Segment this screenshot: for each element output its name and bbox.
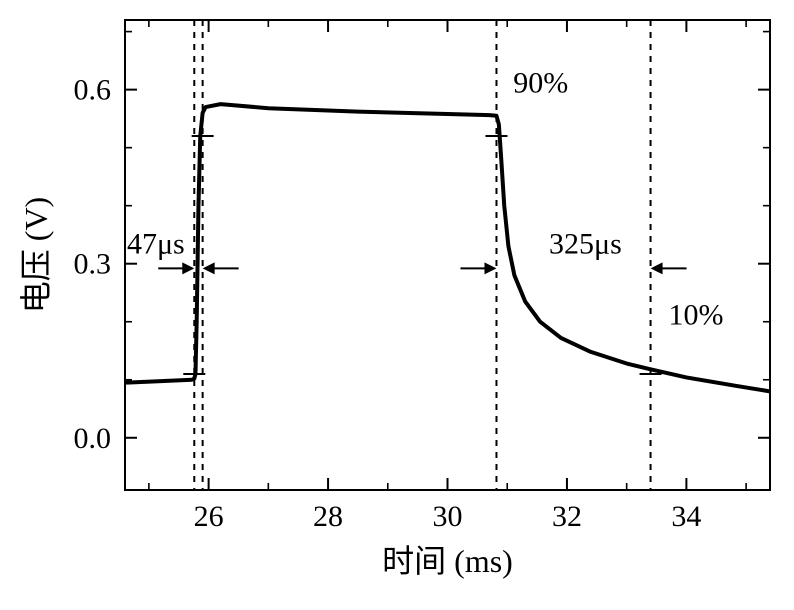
voltage-curve xyxy=(125,104,770,391)
y-axis-label: 电压 (V) xyxy=(18,197,54,313)
x-axis-label: 时间 (ms) xyxy=(382,543,513,579)
svg-text:0.0: 0.0 xyxy=(74,422,112,455)
svg-text:30: 30 xyxy=(433,500,463,533)
annotation-fall-time: 325μs xyxy=(549,227,622,260)
annotation-10pct: 10% xyxy=(668,299,723,332)
annotation-rise-time: 47μs xyxy=(127,227,185,260)
svg-text:0.6: 0.6 xyxy=(74,74,112,107)
chart-container: 26 28 30 32 34 0.0 0.3 0.6 时间 (ms) 电压 (V) 47μs 325μ… xyxy=(0,0,794,610)
annotation-90pct: 90% xyxy=(513,67,568,100)
svg-text:34: 34 xyxy=(671,500,701,533)
voltage-time-chart: 26 28 30 32 34 0.0 0.3 0.6 时间 (ms) 电压 (V) 47μs 325μ… xyxy=(0,0,794,610)
svg-text:26: 26 xyxy=(194,500,224,533)
svg-text:28: 28 xyxy=(313,500,343,533)
svg-text:0.3: 0.3 xyxy=(74,248,112,281)
svg-text:32: 32 xyxy=(552,500,582,533)
